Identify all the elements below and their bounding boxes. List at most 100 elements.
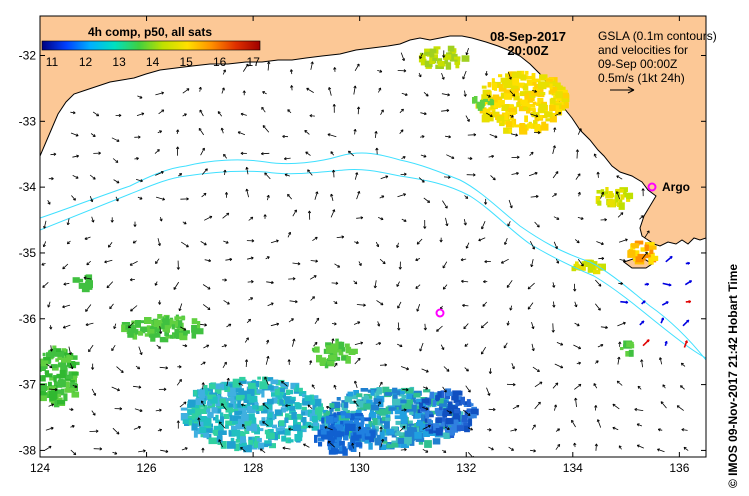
velocity-arrow [422, 407, 429, 410]
arrow-head [84, 236, 88, 240]
sst-cell [314, 346, 320, 353]
arrow-head [527, 306, 531, 310]
sst-cell [235, 439, 242, 443]
arrow-head [425, 93, 429, 97]
sst-cell [648, 257, 654, 265]
sst-cell [453, 420, 459, 424]
arrow-head [260, 152, 264, 156]
sst-cell [376, 434, 381, 442]
sst-cell [230, 396, 235, 404]
velocity-arrow [617, 212, 624, 218]
sst-cell [608, 199, 616, 203]
sst-cell [421, 414, 425, 422]
sst-cell [422, 430, 430, 437]
sst-cell [231, 429, 241, 437]
arrow-head [554, 246, 558, 250]
sst-cell [451, 424, 458, 433]
sst-cell [335, 338, 339, 344]
velocity-arrow [43, 220, 47, 229]
velocity-arrow [489, 134, 498, 138]
sst-cell [266, 419, 274, 428]
velocity-arrow [531, 424, 536, 430]
sst-cell [366, 399, 373, 405]
sst-cell [208, 427, 213, 433]
x-tick-label: 134 [563, 461, 583, 475]
sst-cell [328, 424, 332, 429]
arrow-head [245, 63, 249, 67]
sst-cell [162, 318, 170, 326]
velocity-arrow [200, 241, 207, 246]
sst-cell [615, 191, 620, 200]
velocity-arrow [134, 408, 143, 412]
arrow-head [484, 202, 488, 205]
sst-cell [247, 406, 256, 413]
sst-cell [391, 426, 399, 431]
arrow-head [315, 191, 319, 195]
sst-cell [349, 348, 358, 354]
arrow-head [403, 172, 407, 176]
velocity-arrow [552, 282, 555, 288]
sst-cell [177, 316, 186, 320]
velocity-arrow [221, 87, 225, 94]
sst-cell [191, 406, 200, 413]
sst-cell [309, 413, 313, 421]
velocity-arrow [112, 158, 119, 163]
arrow-head [53, 152, 57, 156]
sst-cell [59, 369, 66, 376]
legend-line: GSLA (0.1m contours) [598, 29, 717, 43]
sst-cell [379, 408, 388, 416]
arrow-head [111, 348, 115, 352]
sst-cell [328, 354, 337, 361]
sst-cell [197, 321, 201, 329]
arrow-head [43, 225, 47, 229]
arrow-head [506, 284, 510, 288]
sst-cell [536, 88, 544, 95]
sst-cell [517, 71, 522, 79]
arrow-head [596, 419, 600, 423]
arrow-head [687, 261, 691, 265]
velocity-arrow [375, 342, 381, 345]
sst-cell [235, 394, 245, 401]
sst-cell [193, 430, 198, 438]
sst-cell [456, 390, 463, 396]
arrow-head [353, 380, 358, 384]
sst-cell [530, 107, 536, 111]
velocity-arrow [104, 259, 113, 263]
velocity-arrow [419, 53, 424, 59]
colorbar-tick-label: 14 [146, 55, 160, 69]
arrow-head [664, 340, 668, 344]
arrow-head [594, 443, 598, 447]
velocity-arrow [50, 153, 57, 156]
sst-cell [473, 96, 478, 104]
arrow-head [303, 443, 306, 447]
arrow-head [244, 359, 249, 362]
sst-cell [533, 78, 541, 83]
sst-cell [444, 59, 449, 64]
sst-cell [246, 425, 255, 431]
sst-cell [317, 403, 323, 411]
sst-cell [509, 117, 515, 121]
sst-cell [494, 96, 503, 104]
arrow-head [68, 352, 72, 355]
sst-cell [365, 433, 371, 437]
sst-cell [227, 392, 237, 397]
velocity-arrow [354, 63, 360, 72]
sst-cell [355, 442, 363, 447]
sst-cell [468, 418, 472, 426]
arrow-head [536, 224, 540, 228]
arrow-head [618, 341, 622, 345]
scale-arrow [610, 86, 635, 94]
velocity-arrow [553, 301, 555, 308]
arrow-head [473, 133, 477, 137]
velocity-arrow [88, 344, 94, 352]
velocity-arrow [400, 449, 407, 451]
arrow-head [427, 424, 431, 428]
arrow-head [270, 302, 274, 306]
y-tick-label: -37 [19, 378, 37, 392]
sst-cell [533, 120, 537, 124]
sst-cell [321, 434, 330, 440]
sst-cell [534, 123, 541, 132]
arrow-head [404, 92, 408, 96]
sst-cell [401, 425, 410, 430]
sst-cell [350, 413, 358, 421]
